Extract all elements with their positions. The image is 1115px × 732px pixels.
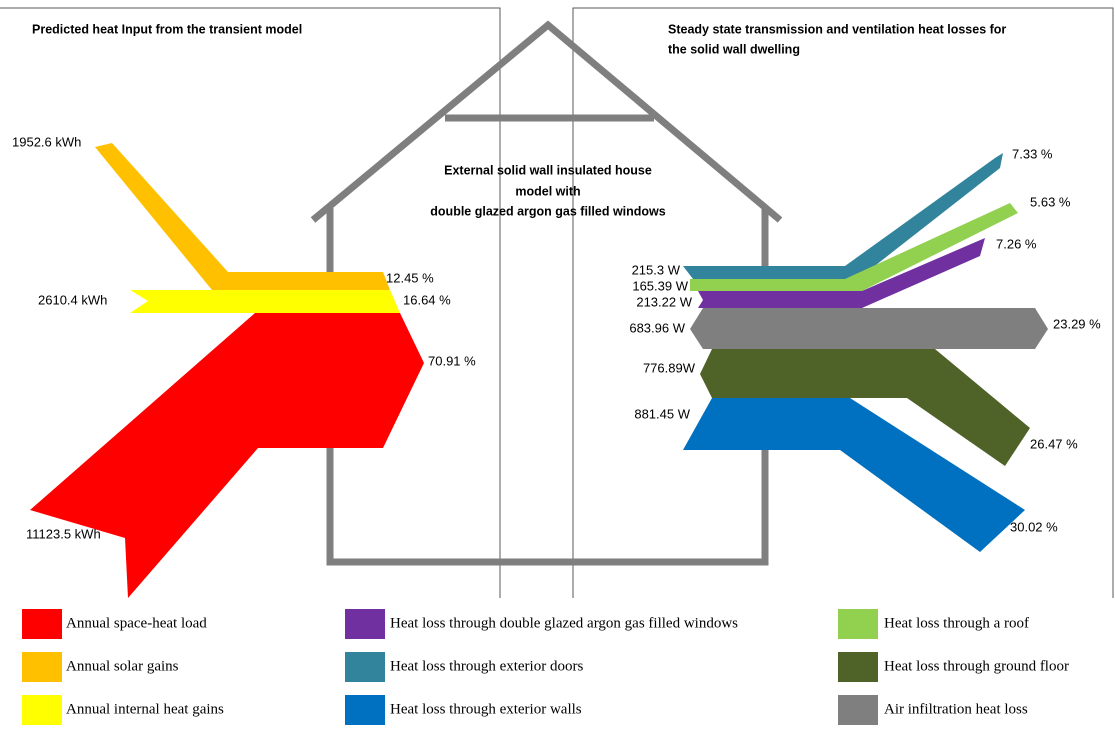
legend-label: Annual internal heat gains bbox=[66, 701, 224, 717]
loss-percent: 7.33 % bbox=[1012, 146, 1053, 161]
legend-label: Air infiltration heat loss bbox=[884, 701, 1028, 717]
loss-label: 776.89W bbox=[643, 360, 696, 375]
legend: Annual space-heat load Annual solar gain… bbox=[22, 609, 1069, 725]
walls-flow bbox=[683, 398, 1025, 552]
legend-swatch bbox=[838, 695, 878, 725]
legend-swatch bbox=[345, 695, 385, 725]
floor-flow bbox=[700, 349, 1030, 466]
loss-percent: 26.47 % bbox=[1030, 436, 1078, 451]
legend-label: Heat loss through ground floor bbox=[884, 658, 1069, 674]
legend-label: Heat loss through exterior walls bbox=[390, 701, 582, 717]
house-label: External solid wall insulated house bbox=[444, 163, 652, 177]
legend-label: Heat loss through exterior doors bbox=[390, 658, 583, 674]
doors-flow bbox=[683, 153, 1003, 279]
legend-label: Annual space-heat load bbox=[66, 615, 207, 631]
loss-label: 165.39 W bbox=[632, 278, 688, 293]
loss-percent: 5.63 % bbox=[1030, 194, 1071, 209]
loss-label: 881.45 W bbox=[634, 406, 690, 421]
legend-swatch bbox=[345, 652, 385, 682]
loss-percent: 23.29 % bbox=[1053, 316, 1101, 331]
loss-label: 213.22 W bbox=[636, 294, 692, 309]
solar-flow bbox=[95, 143, 390, 290]
loss-label: 683.96 W bbox=[629, 320, 685, 335]
input-label: 11123.5 kWh bbox=[26, 526, 101, 541]
loss-label: 215.3 W bbox=[632, 262, 681, 277]
legend-swatch bbox=[838, 609, 878, 639]
house-label: double glazed argon gas filled windows bbox=[430, 204, 665, 218]
legend-swatch bbox=[22, 609, 62, 639]
legend-label: Annual solar gains bbox=[66, 658, 179, 674]
legend-swatch bbox=[22, 695, 62, 725]
legend-swatch bbox=[345, 609, 385, 639]
infiltration-flow bbox=[690, 308, 1048, 349]
space-heat-flow bbox=[30, 313, 424, 598]
legend-label: Heat loss through double glazed argon ga… bbox=[390, 615, 738, 631]
legend-swatch bbox=[22, 652, 62, 682]
loss-percent: 7.26 % bbox=[996, 236, 1037, 251]
internal-flow bbox=[130, 290, 400, 313]
input-label: 2610.4 kWh bbox=[38, 292, 107, 307]
panel-title: Steady state transmission and ventilatio… bbox=[668, 22, 1006, 36]
roof-flow bbox=[690, 203, 1018, 291]
input-percent: 70.91 % bbox=[428, 353, 476, 368]
legend-label: Heat loss through a roof bbox=[884, 615, 1029, 631]
panel-frame bbox=[0, 7, 1114, 598]
loss-percent: 30.02 % bbox=[1010, 519, 1058, 534]
input-percent: 12.45 % bbox=[386, 270, 434, 285]
windows-flow bbox=[698, 238, 985, 308]
legend-swatch bbox=[838, 652, 878, 682]
house-label: model with bbox=[515, 184, 580, 198]
input-label: 1952.6 kWh bbox=[12, 134, 81, 149]
panel-title: the solid wall dwelling bbox=[668, 42, 800, 56]
input-percent: 16.64 % bbox=[403, 292, 451, 307]
panel-title: Predicted heat Input from the transient … bbox=[32, 22, 302, 36]
